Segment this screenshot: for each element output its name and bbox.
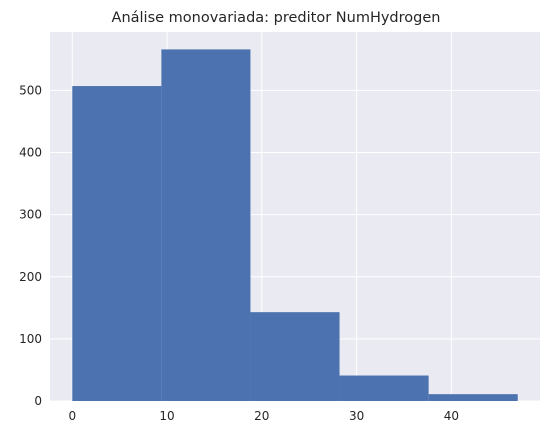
- y-tick-label: 100: [19, 332, 42, 346]
- x-axis-ticks: 0 10 20 30 40: [68, 409, 459, 423]
- x-tick-label: 30: [349, 409, 364, 423]
- chart-title: Análise monovariada: preditor NumHydroge…: [112, 10, 441, 26]
- histogram-bar: [72, 86, 161, 401]
- x-tick-label: 40: [444, 409, 459, 423]
- y-tick-label: 400: [19, 146, 42, 160]
- histogram-bar: [340, 376, 429, 401]
- y-tick-label: 0: [34, 394, 42, 408]
- y-tick-label: 500: [19, 83, 42, 97]
- y-tick-label: 300: [19, 208, 42, 222]
- histogram-bar: [429, 394, 518, 401]
- y-tick-label: 200: [19, 270, 42, 284]
- x-tick-label: 10: [159, 409, 174, 423]
- x-tick-label: 0: [68, 409, 76, 423]
- y-axis-ticks: 0 100 200 300 400 500: [19, 83, 42, 408]
- histogram-bar: [161, 49, 250, 401]
- histogram-bar: [250, 312, 339, 401]
- x-tick-label: 20: [254, 409, 269, 423]
